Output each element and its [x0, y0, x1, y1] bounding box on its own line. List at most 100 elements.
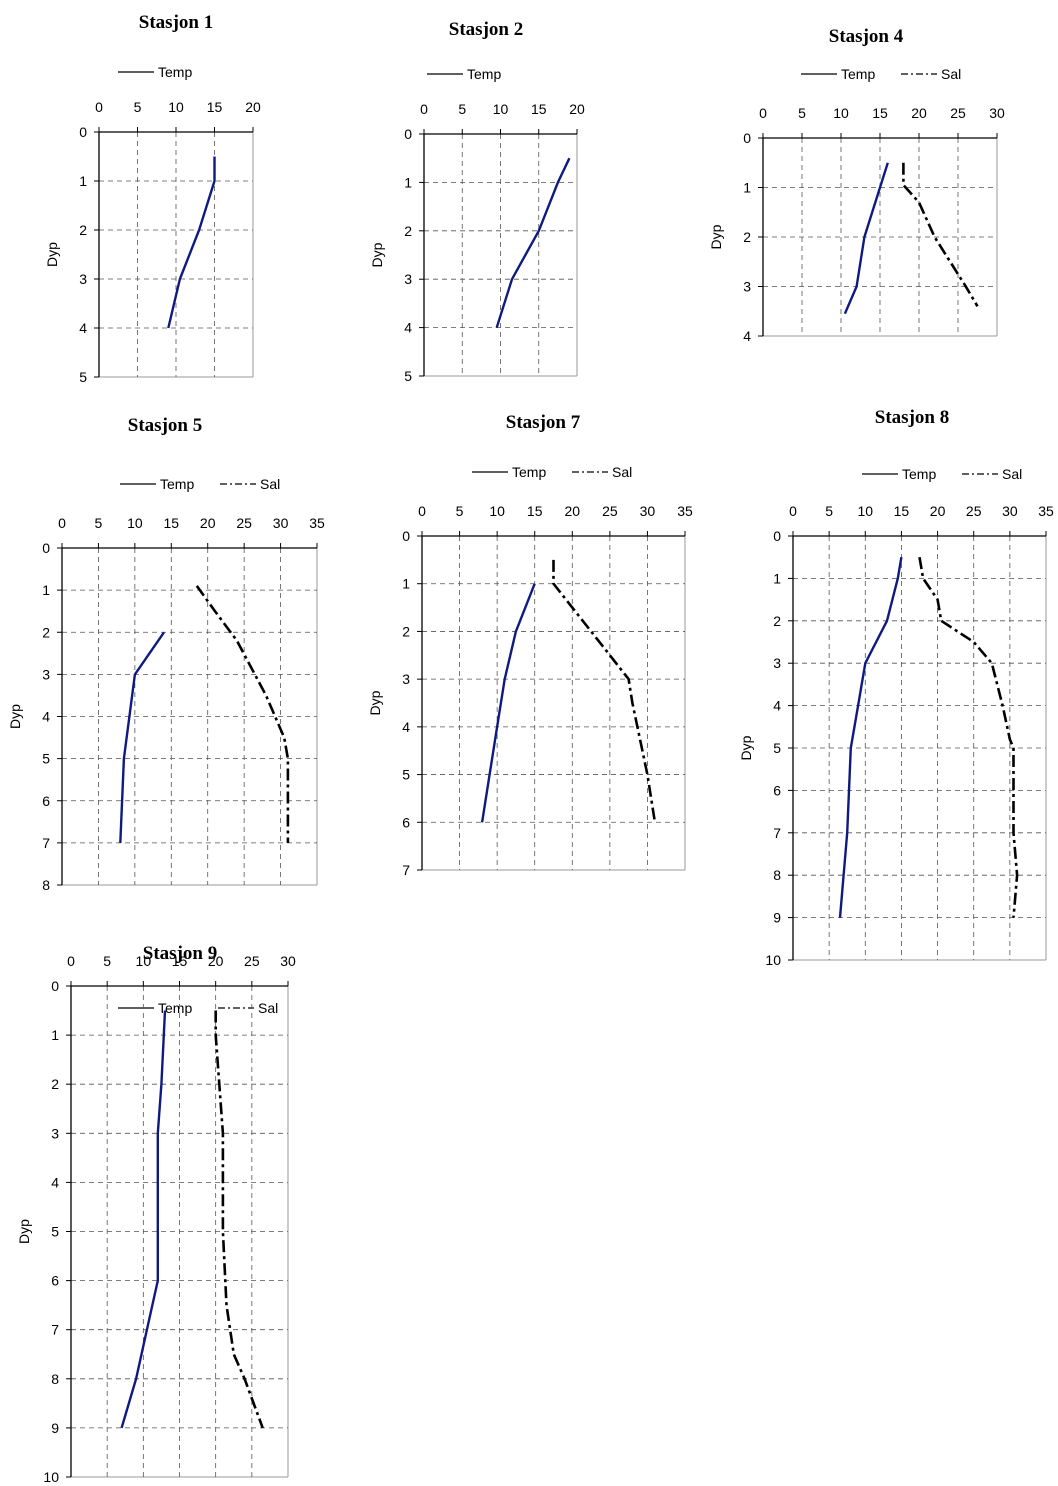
x-tick-label: 5: [825, 503, 833, 519]
legend-label-sal: Sal: [258, 1000, 278, 1016]
x-tick-label: 5: [103, 953, 111, 969]
y-tick-label: 4: [79, 320, 87, 336]
y-tick-label: 5: [51, 1224, 59, 1240]
y-axis-label: Dyp: [738, 735, 754, 760]
y-tick-label: 5: [42, 751, 50, 767]
x-tick-label: 30: [640, 503, 656, 519]
y-axis-label: Dyp: [44, 242, 60, 267]
x-tick-label: 35: [309, 515, 325, 531]
x-tick-label: 15: [894, 503, 910, 519]
y-axis-label: Dyp: [369, 242, 385, 267]
x-tick-label: 10: [136, 953, 152, 969]
x-tick-label: 0: [95, 99, 103, 115]
y-tick-label: 2: [773, 613, 781, 629]
legend-label-sal: Sal: [1002, 466, 1022, 482]
chart-5: Stasjon 7 Temp Sal 0 5 10 15 20 25 30 35 0 1 2 3 4 5 6 7 Dy…: [367, 412, 693, 878]
y-tick-label: 1: [404, 174, 412, 190]
series-line-sal: [552, 559, 657, 823]
y-tick-label: 7: [402, 862, 410, 878]
y-tick-label: 0: [42, 540, 50, 556]
y-tick-label: 4: [42, 709, 50, 725]
series-line-sal: [214, 1010, 264, 1429]
y-tick-label: 5: [79, 369, 87, 385]
x-tick-label: 25: [236, 515, 252, 531]
y-tick-label: 9: [773, 910, 781, 926]
y-tick-label: 10: [765, 952, 781, 968]
y-tick-label: 1: [743, 180, 751, 196]
x-tick-label: 10: [493, 101, 509, 117]
y-tick-label: 10: [43, 1469, 59, 1485]
x-tick-label: 25: [244, 953, 260, 969]
y-tick-label: 2: [42, 624, 50, 640]
chart-3: Stasjon 4 Temp Sal 0 5 10 15 20 25 30 0 1 2 3 4 Dyp: [708, 26, 1005, 344]
y-tick-label: 2: [404, 223, 412, 239]
x-tick-label: 20: [930, 503, 946, 519]
series-line-temp: [495, 157, 571, 328]
y-tick-label: 9: [51, 1420, 59, 1436]
x-tick-label: 10: [833, 105, 849, 121]
chart-4: Stasjon 5 Temp Sal 0 5 10 15 20 25 30 35 0 1 2 3 4 5 6 7 8 D…: [7, 415, 325, 893]
x-tick-label: 5: [456, 503, 464, 519]
y-tick-label: 8: [773, 867, 781, 883]
y-tick-label: 8: [51, 1371, 59, 1387]
y-axis-label: Dyp: [367, 690, 383, 715]
series-line-temp: [843, 162, 889, 315]
y-axis-label: Dyp: [708, 224, 724, 249]
chart-6: Stasjon 8 Temp Sal 0 5 10 15 20 25 30 35 0 1 2 3 4 5 6 7 8 9…: [738, 407, 1054, 968]
y-tick-label: 5: [404, 368, 412, 384]
x-tick-label: 5: [458, 101, 466, 117]
x-tick-label: 0: [418, 503, 426, 519]
x-tick-label: 35: [1038, 503, 1054, 519]
x-tick-label: 0: [789, 503, 797, 519]
chart-title: Stasjon 4: [829, 26, 904, 47]
x-tick-label: 10: [168, 99, 184, 115]
y-tick-label: 4: [404, 320, 412, 336]
y-axis-label: Dyp: [7, 704, 23, 729]
series-line-sal: [902, 162, 979, 307]
y-tick-label: 4: [51, 1174, 59, 1190]
chart-7: Stasjon 9 Temp Sal 0 5 10 15 20 25 30 0 1 2 3 4 5 6 7 8 9 10…: [16, 943, 296, 1485]
legend-label-temp: Temp: [902, 466, 936, 482]
legend-label-temp: Temp: [160, 476, 194, 492]
y-tick-label: 1: [773, 570, 781, 586]
y-tick-label: 5: [773, 740, 781, 756]
y-tick-label: 3: [402, 671, 410, 687]
series-line-temp: [480, 583, 536, 823]
y-tick-label: 3: [773, 655, 781, 671]
chart-title: Stasjon 7: [506, 412, 581, 433]
x-tick-label: 30: [1002, 503, 1018, 519]
y-tick-label: 0: [402, 528, 410, 544]
series-line-sal: [918, 556, 1019, 918]
x-tick-label: 0: [58, 515, 66, 531]
x-tick-label: 10: [489, 503, 505, 519]
x-tick-label: 20: [564, 503, 580, 519]
x-tick-label: 20: [208, 953, 224, 969]
y-tick-label: 2: [743, 229, 751, 245]
y-tick-label: 0: [79, 124, 87, 140]
x-tick-label: 0: [67, 953, 75, 969]
x-tick-label: 5: [798, 105, 806, 121]
legend-label-temp: Temp: [158, 64, 192, 80]
y-tick-label: 4: [743, 328, 751, 344]
x-tick-label: 15: [527, 503, 543, 519]
y-tick-label: 1: [51, 1027, 59, 1043]
series-line-sal: [195, 585, 290, 843]
legend-label-temp: Temp: [467, 66, 501, 82]
y-tick-label: 1: [42, 582, 50, 598]
legend-label-temp: Temp: [841, 66, 875, 82]
y-tick-label: 7: [42, 835, 50, 851]
chart-title: Stasjon 1: [139, 12, 213, 33]
x-tick-label: 20: [245, 99, 261, 115]
y-tick-label: 5: [402, 767, 410, 783]
x-tick-label: 15: [163, 515, 179, 531]
x-tick-label: 10: [857, 503, 873, 519]
x-tick-label: 5: [134, 99, 142, 115]
y-tick-label: 4: [402, 719, 410, 735]
series-line-temp: [167, 156, 216, 329]
series-line-temp: [838, 556, 903, 918]
x-tick-label: 15: [207, 99, 223, 115]
legend-label-sal: Sal: [941, 66, 961, 82]
x-tick-label: 25: [950, 105, 966, 121]
x-tick-label: 35: [677, 503, 693, 519]
